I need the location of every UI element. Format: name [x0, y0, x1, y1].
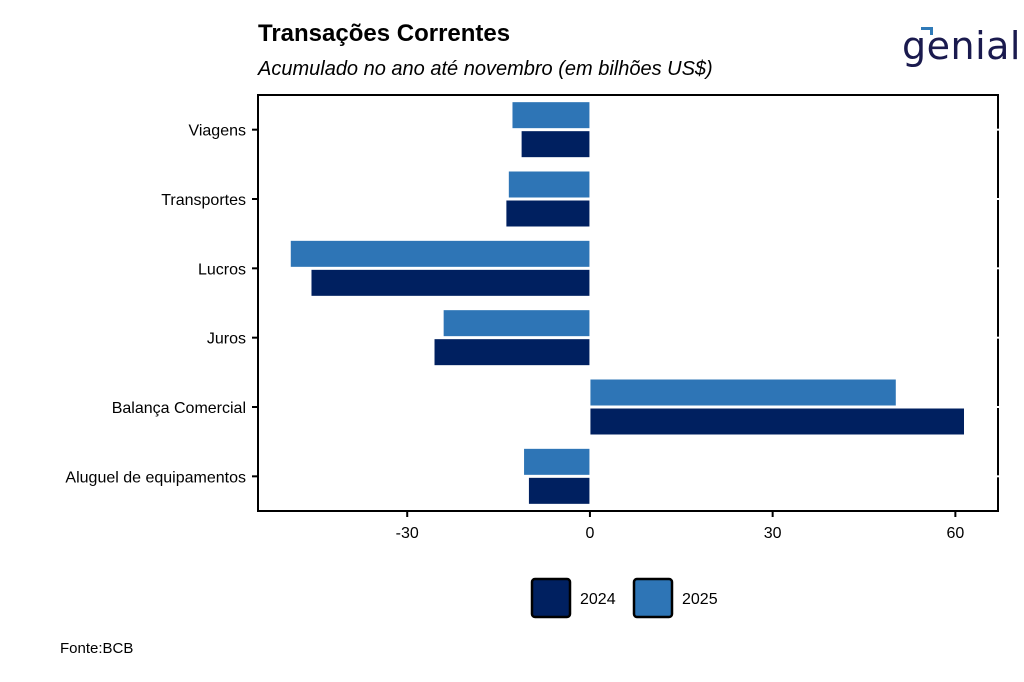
legend-key-2025 [632, 577, 674, 619]
bar-2024-5 [527, 476, 591, 505]
value-axis: -30 0 30 60 [396, 511, 964, 542]
logo-accent-icon [921, 27, 933, 35]
y-tick-label: Lucros [198, 261, 246, 278]
bar-2024-4 [589, 407, 966, 436]
bar-2025-1 [507, 170, 591, 199]
x-tick-label: -30 [396, 525, 419, 542]
y-tick-label: Transportes [161, 192, 246, 209]
legend: 2024 2025 [530, 577, 718, 619]
bars-group [289, 101, 966, 505]
y-tick-label: Aluguel de equipamentos [65, 469, 246, 486]
legend-label-2025: 2025 [682, 591, 718, 608]
bar-2024-2 [310, 268, 591, 297]
x-tick-label: 0 [585, 525, 594, 542]
bar-2024-0 [520, 130, 591, 159]
y-tick-label: Juros [207, 331, 246, 348]
y-tick-label: Balança Comercial [112, 400, 246, 417]
chart-subtitle: Acumulado no ano até novembro (em bilhõe… [258, 58, 713, 80]
y-tick-label: Viagens [188, 123, 246, 140]
x-tick-label: 30 [764, 525, 782, 542]
x-tick-label: 60 [946, 525, 964, 542]
bar-2025-4 [589, 378, 897, 407]
source-note: Fonte:BCB [60, 640, 134, 657]
category-axis: Viagens Transportes Lucros Juros Balança Com… [65, 123, 1000, 486]
bar-2025-2 [289, 239, 591, 268]
bar-2024-1 [505, 199, 591, 228]
bar-2025-3 [442, 309, 591, 338]
chart-title: Transações Correntes [258, 20, 511, 47]
bar-2025-5 [523, 447, 591, 476]
bar-2024-3 [433, 338, 591, 367]
genial-logo: genial [902, 24, 1021, 68]
legend-key-2024 [530, 577, 572, 619]
legend-label-2024: 2024 [580, 591, 616, 608]
plot-frame [257, 94, 999, 512]
bar-2025-0 [511, 101, 591, 130]
